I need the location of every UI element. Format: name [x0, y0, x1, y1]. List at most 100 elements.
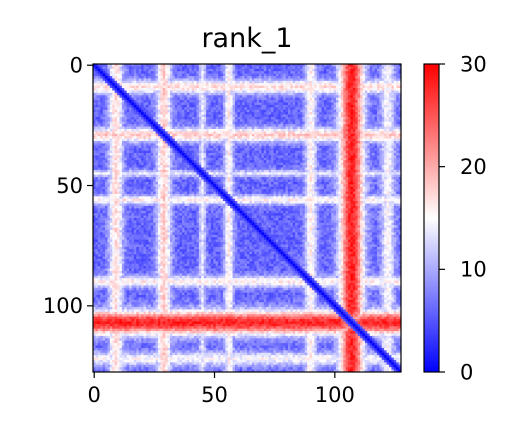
heatmap-cell	[242, 138, 245, 142]
heatmap-cell	[100, 114, 104, 118]
heatmap-cell	[157, 80, 161, 84]
heatmap-cell	[179, 153, 183, 156]
heatmap-cell	[129, 68, 132, 72]
heatmap-cell	[355, 128, 359, 132]
heatmap-cell	[302, 153, 306, 156]
heatmap-cell	[165, 107, 168, 111]
heatmap-cell	[107, 112, 111, 115]
heatmap-cell	[340, 145, 344, 149]
heatmap-cell	[254, 102, 258, 106]
heatmap-cell	[244, 102, 248, 106]
heatmap-cell	[343, 68, 347, 72]
heatmap-cell	[222, 68, 226, 72]
heatmap-cell	[307, 145, 310, 149]
heatmap-cell	[254, 126, 258, 130]
heatmap-cell	[210, 102, 214, 106]
heatmap-cell	[285, 133, 289, 137]
heatmap-cell	[189, 116, 193, 120]
heatmap-cell	[348, 150, 351, 154]
heatmap-cell	[316, 148, 320, 152]
heatmap-cell	[174, 124, 178, 127]
heatmap-cell	[314, 92, 318, 96]
heatmap-cell	[316, 116, 320, 120]
heatmap-cell	[227, 66, 231, 70]
heatmap-cell	[93, 116, 96, 120]
heatmap-cell	[239, 145, 243, 149]
heatmap-cell	[256, 102, 260, 106]
heatmap-cell	[215, 133, 219, 137]
heatmap-cell	[328, 114, 332, 118]
heatmap-cell	[141, 68, 144, 72]
heatmap-cell	[259, 143, 262, 147]
heatmap-cell	[198, 95, 202, 99]
heatmap-cell	[357, 92, 361, 96]
heatmap-cell	[208, 88, 212, 91]
heatmap-cell	[143, 138, 147, 142]
heatmap-cell	[263, 150, 267, 154]
heatmap-cell	[321, 128, 325, 132]
heatmap-cell	[121, 95, 125, 99]
heatmap-cell	[210, 83, 214, 87]
heatmap-cell	[232, 138, 236, 142]
heatmap-cell	[153, 124, 156, 127]
heatmap-cell	[215, 150, 219, 154]
heatmap-cell	[369, 133, 373, 137]
heatmap-cell	[186, 128, 190, 132]
heatmap-cell	[357, 141, 361, 144]
heatmap-cell	[386, 133, 390, 137]
heatmap-cell	[93, 66, 96, 70]
heatmap-cell	[121, 80, 125, 84]
heatmap-cell	[227, 141, 231, 144]
heatmap-cell	[307, 80, 310, 84]
heatmap-cell	[331, 80, 335, 84]
heatmap-cell	[145, 80, 149, 84]
heatmap-cell	[182, 78, 185, 82]
heatmap-cell	[93, 150, 96, 154]
heatmap-cell	[299, 71, 303, 75]
heatmap-cell	[237, 64, 241, 67]
heatmap-cell	[379, 107, 383, 111]
heatmap-cell	[287, 92, 291, 96]
heatmap-cell	[388, 145, 392, 149]
heatmap-cell	[299, 145, 303, 149]
heatmap-cell	[278, 109, 282, 113]
heatmap-cell	[328, 80, 332, 84]
heatmap-cell	[328, 155, 332, 159]
heatmap-cell	[316, 112, 320, 115]
heatmap-cell	[129, 85, 132, 89]
heatmap-cell	[360, 97, 363, 101]
heatmap-cell	[222, 145, 226, 149]
heatmap-cell	[208, 83, 212, 87]
heatmap-cell	[182, 83, 185, 87]
heatmap-cell	[150, 97, 154, 101]
heatmap-cell	[198, 88, 202, 91]
heatmap-cell	[170, 133, 173, 137]
heatmap-cell	[357, 85, 361, 89]
heatmap-cell	[331, 133, 335, 137]
heatmap-cell	[259, 78, 262, 82]
heatmap-cell	[196, 131, 200, 135]
heatmap-cell	[256, 131, 260, 135]
heatmap-cell	[119, 95, 123, 99]
heatmap-cell	[174, 119, 178, 123]
heatmap-cell	[131, 71, 135, 75]
heatmap-cell	[362, 153, 366, 156]
heatmap-cell	[348, 107, 351, 111]
heatmap-cell	[343, 88, 347, 91]
heatmap-cell	[196, 83, 200, 87]
heatmap-cell	[136, 64, 140, 67]
heatmap-cell	[266, 131, 270, 135]
heatmap-cell	[321, 153, 325, 156]
heatmap-cell	[299, 148, 303, 152]
heatmap-cell	[198, 97, 202, 101]
heatmap-cell	[182, 97, 185, 101]
heatmap-cell	[220, 97, 224, 101]
heatmap-cell	[225, 104, 229, 108]
heatmap-cell	[379, 114, 383, 118]
heatmap-cell	[160, 121, 164, 125]
heatmap-cell	[247, 83, 250, 87]
heatmap-cell	[251, 107, 255, 111]
heatmap-cell	[100, 64, 104, 67]
heatmap-cell	[271, 78, 274, 82]
heatmap-cell	[355, 78, 359, 82]
